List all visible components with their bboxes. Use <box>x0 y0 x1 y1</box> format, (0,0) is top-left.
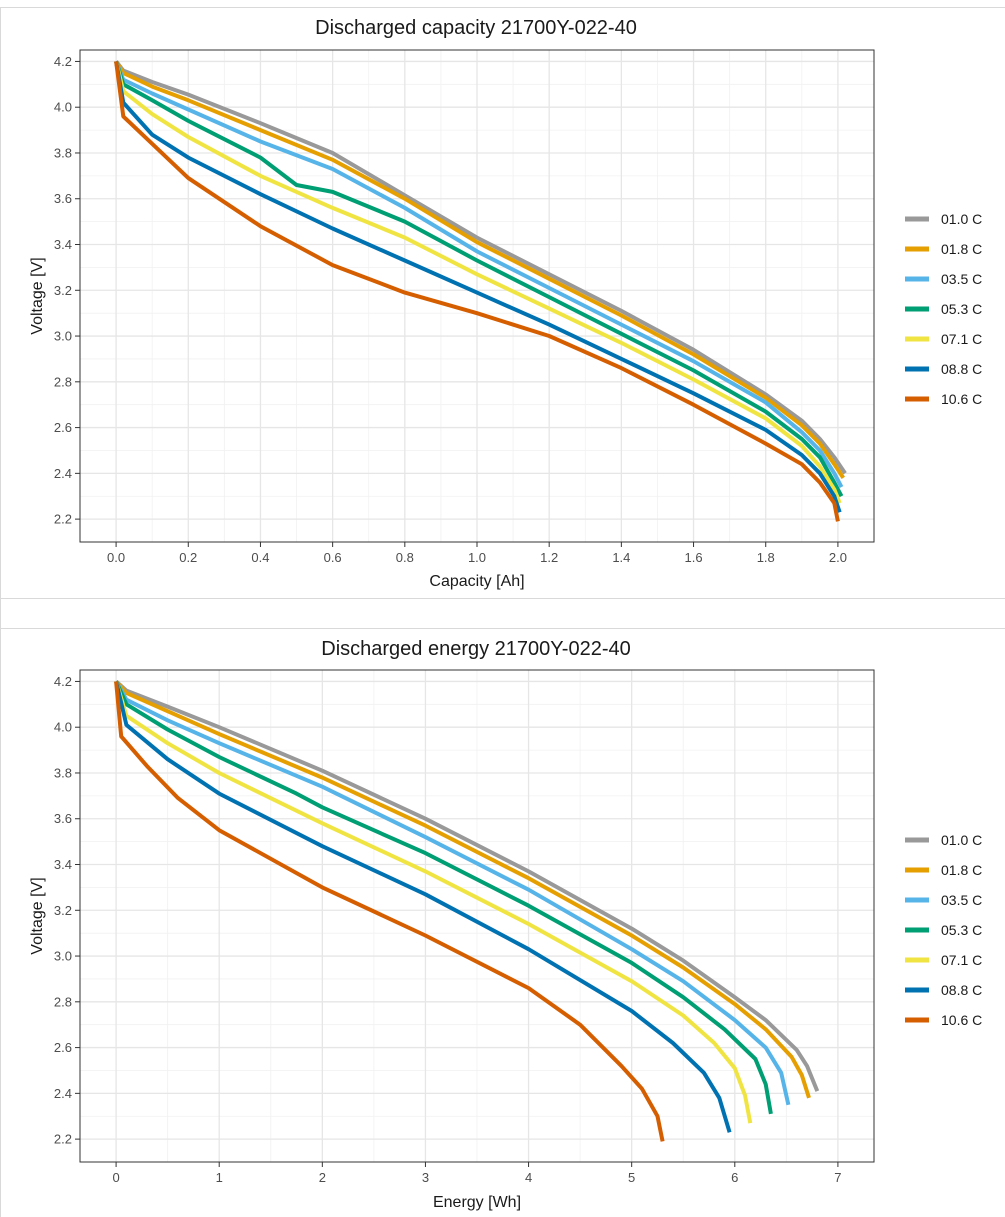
legend-label: 07.1 C <box>941 952 982 968</box>
x-tick-label: 7 <box>834 1170 841 1185</box>
x-axis-label: Energy [Wh] <box>433 1194 521 1211</box>
capacity-chart: Discharged capacity 21700Y-022-40 0.0 0.2… <box>29 17 982 590</box>
series-line-6 <box>114 61 840 522</box>
x-tick-label: 3 <box>422 1170 429 1185</box>
y-tick-label: 2.6 <box>54 1040 72 1055</box>
y-tick-label: 4.0 <box>54 100 72 115</box>
legend-label: 01.8 C <box>941 241 982 257</box>
y-tick-label: 3.2 <box>54 283 72 298</box>
y-tick-label: 3.4 <box>54 237 72 252</box>
y-tick-label: 3.8 <box>54 765 72 780</box>
grid <box>79 50 875 543</box>
legend-label: 01.0 C <box>941 832 982 848</box>
series-group <box>114 60 847 522</box>
y-tick-label: 2.8 <box>54 374 72 389</box>
x-tick-label: 1.0 <box>468 550 486 565</box>
series-line-4 <box>114 60 842 504</box>
x-tick-label: 0.2 <box>179 550 197 565</box>
series-line-1 <box>114 60 845 479</box>
series-line-4 <box>114 680 753 1124</box>
series-line-0 <box>114 679 820 1092</box>
x-tick-label: 1.8 <box>757 550 775 565</box>
series-line-0 <box>114 60 847 475</box>
energy-chart: Discharged energy 21700Y-022-40 0 1 2 3 4 5 6 7… <box>29 638 982 1211</box>
x-tick-label: 6 <box>731 1170 738 1185</box>
y-tick-label: 2.4 <box>54 466 72 481</box>
x-axis-label: Capacity [Ah] <box>429 573 524 590</box>
y-tick-label: 4.2 <box>54 54 72 69</box>
legend-label: 10.6 C <box>941 1012 982 1028</box>
x-tick-label: 1.4 <box>612 550 630 565</box>
plot-panel <box>79 669 875 1163</box>
y-tick-label: 2.2 <box>54 512 72 527</box>
x-tick-label: 1.2 <box>540 550 558 565</box>
legend-label: 08.8 C <box>941 361 982 377</box>
series-line-3 <box>114 60 844 498</box>
legend-label: 03.5 C <box>941 271 982 287</box>
y-tick-label: 2.2 <box>54 1132 72 1147</box>
legend-label: 01.8 C <box>941 862 982 878</box>
chart-title: Discharged energy 21700Y-022-40 <box>321 638 630 660</box>
x-tick-label: 4 <box>525 1170 532 1185</box>
chart-title: Discharged capacity 21700Y-022-40 <box>315 17 637 39</box>
y-tick-label: 4.0 <box>54 720 72 735</box>
series-line-2 <box>114 680 791 1106</box>
y-axis-label: Voltage [V] <box>29 877 46 954</box>
y-tick-label: 3.6 <box>54 191 72 206</box>
legend-label: 01.0 C <box>941 211 982 227</box>
x-tick-label: 2 <box>319 1170 326 1185</box>
y-tick-label: 2.4 <box>54 1086 72 1101</box>
legend-label: 05.3 C <box>941 301 982 317</box>
series-line-1 <box>114 680 811 1099</box>
legend-label: 03.5 C <box>941 892 982 908</box>
series-line-2 <box>114 60 844 489</box>
y-axis-label: Voltage [V] <box>29 257 46 334</box>
ticks: 0 1 2 3 4 5 6 7 2.2 2.4 2.6 2.8 3.0 3.2 3.4 3.6 3.8 4.0 4.… <box>54 674 842 1185</box>
y-tick-label: 3.2 <box>54 903 72 918</box>
x-tick-label: 0.0 <box>107 550 125 565</box>
x-tick-label: 0.6 <box>324 550 342 565</box>
y-tick-label: 4.2 <box>54 674 72 689</box>
series-group <box>114 679 820 1142</box>
series-line-3 <box>114 680 773 1115</box>
x-tick-label: 5 <box>628 1170 635 1185</box>
x-tick-label: 2.0 <box>829 550 847 565</box>
series-line-5 <box>114 61 842 513</box>
y-tick-label: 3.0 <box>54 329 72 344</box>
series-line-5 <box>114 680 732 1133</box>
x-tick-label: 0.8 <box>396 550 414 565</box>
series-line-6 <box>114 681 665 1142</box>
legend-label: 08.8 C <box>941 982 982 998</box>
y-tick-label: 3.8 <box>54 145 72 160</box>
x-tick-label: 1 <box>216 1170 223 1185</box>
x-tick-label: 0 <box>112 1170 119 1185</box>
legend: 01.0 C 01.8 C 03.5 C 05.3 C 07.1 C 08.8 C 10.6… <box>905 211 982 407</box>
x-tick-label: 0.4 <box>251 550 269 565</box>
y-tick-label: 2.6 <box>54 420 72 435</box>
legend-label: 05.3 C <box>941 922 982 938</box>
y-tick-label: 3.6 <box>54 811 72 826</box>
x-tick-label: 1.6 <box>685 550 703 565</box>
legend-label: 07.1 C <box>941 331 982 347</box>
y-tick-label: 3.4 <box>54 857 72 872</box>
legend: 01.0 C 01.8 C 03.5 C 05.3 C 07.1 C 08.8 C 10.6… <box>905 832 982 1028</box>
y-tick-label: 3.0 <box>54 949 72 964</box>
ticks: 0.0 0.2 0.4 0.6 0.8 1.0 1.2 1.4 1.6 1.8 2.0 2.2 2.4 2… <box>54 54 847 565</box>
legend-label: 10.6 C <box>941 391 982 407</box>
grid <box>80 670 874 1163</box>
y-tick-label: 2.8 <box>54 994 72 1009</box>
